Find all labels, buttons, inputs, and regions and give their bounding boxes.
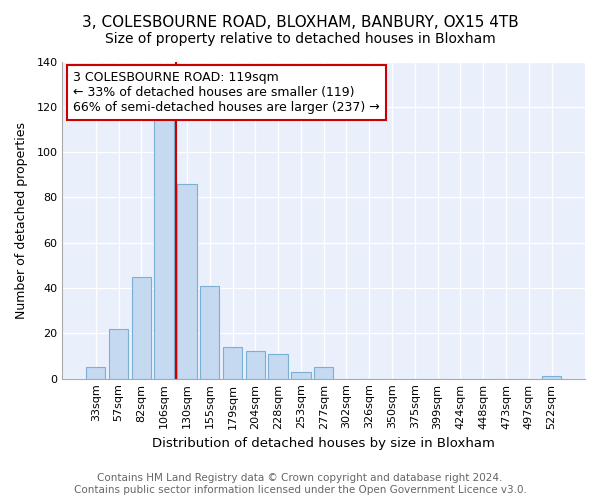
Bar	[542, 376, 561, 378]
Y-axis label: Number of detached properties: Number of detached properties	[15, 122, 28, 318]
X-axis label: Distribution of detached houses by size in Bloxham: Distribution of detached houses by size …	[152, 437, 495, 450]
Text: Contains HM Land Registry data © Crown copyright and database right 2024.
Contai: Contains HM Land Registry data © Crown c…	[74, 474, 526, 495]
Bar	[86, 368, 106, 378]
Bar	[131, 276, 151, 378]
Bar	[245, 352, 265, 378]
Text: 3, COLESBOURNE ROAD, BLOXHAM, BANBURY, OX15 4TB: 3, COLESBOURNE ROAD, BLOXHAM, BANBURY, O…	[82, 15, 518, 30]
Bar	[109, 329, 128, 378]
Bar	[291, 372, 311, 378]
Bar	[268, 354, 288, 378]
Text: 3 COLESBOURNE ROAD: 119sqm
← 33% of detached houses are smaller (119)
66% of sem: 3 COLESBOURNE ROAD: 119sqm ← 33% of deta…	[73, 71, 380, 114]
Text: Size of property relative to detached houses in Bloxham: Size of property relative to detached ho…	[104, 32, 496, 46]
Bar	[314, 368, 334, 378]
Bar	[200, 286, 220, 378]
Bar	[154, 118, 174, 378]
Bar	[223, 347, 242, 378]
Bar	[177, 184, 197, 378]
